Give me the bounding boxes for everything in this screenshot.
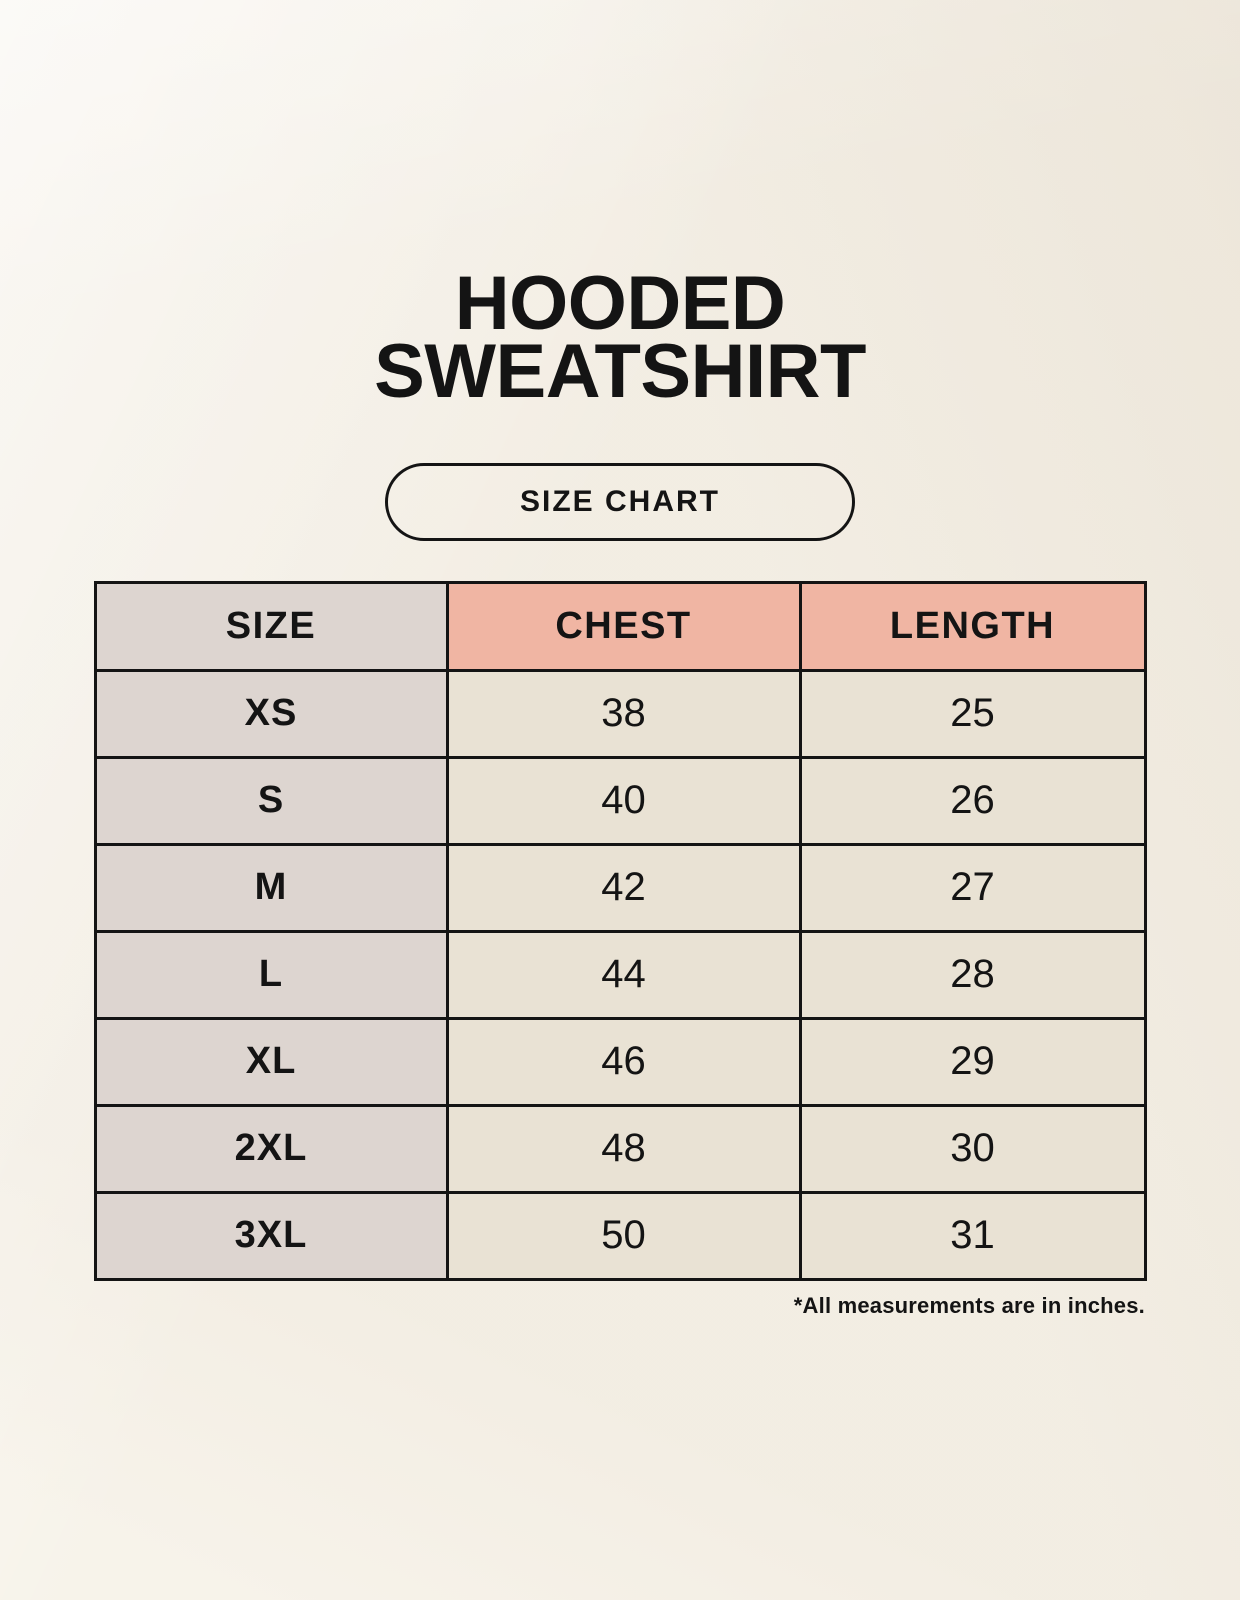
chest-value: 42 bbox=[445, 842, 802, 933]
size-label: 3XL bbox=[93, 1190, 449, 1281]
table-row: M 42 27 bbox=[93, 842, 1147, 933]
size-label: XL bbox=[93, 1016, 449, 1107]
chest-value: 48 bbox=[445, 1103, 802, 1194]
table-row: 3XL 50 31 bbox=[93, 1190, 1147, 1281]
column-header-size: SIZE bbox=[93, 580, 449, 672]
length-value: 27 bbox=[798, 842, 1147, 933]
table-row: XS 38 25 bbox=[93, 668, 1147, 759]
table-row: L 44 28 bbox=[93, 929, 1147, 1020]
product-title: HOODED SWEATSHIRT bbox=[0, 261, 1240, 415]
chest-value: 44 bbox=[445, 929, 802, 1020]
size-chart-button-label: SIZE CHART bbox=[520, 484, 720, 518]
length-value: 28 bbox=[798, 929, 1147, 1020]
length-value: 26 bbox=[798, 755, 1147, 846]
size-label: S bbox=[93, 755, 449, 846]
table-row: XL 46 29 bbox=[93, 1016, 1147, 1107]
table-row: 2XL 48 30 bbox=[93, 1103, 1147, 1194]
product-title-line1: HOODED bbox=[454, 261, 786, 346]
product-title-line2: SWEATSHIRT bbox=[374, 329, 866, 415]
size-label: 2XL bbox=[93, 1103, 449, 1194]
length-value: 31 bbox=[798, 1190, 1147, 1281]
chest-value: 50 bbox=[445, 1190, 802, 1281]
table-header-row: SIZE CHEST LENGTH bbox=[93, 580, 1147, 672]
size-chart-button[interactable]: SIZE CHART bbox=[385, 462, 855, 541]
size-label: XS bbox=[93, 668, 449, 759]
size-label: L bbox=[93, 929, 449, 1020]
chest-value: 38 bbox=[445, 668, 802, 759]
length-value: 30 bbox=[798, 1103, 1147, 1194]
chest-value: 40 bbox=[445, 755, 802, 846]
size-chart-table: SIZE CHEST LENGTH XS 38 25 S 40 26 M 42 … bbox=[93, 580, 1147, 1281]
size-label: M bbox=[93, 842, 449, 933]
length-value: 25 bbox=[798, 668, 1147, 759]
column-header-chest: CHEST bbox=[445, 580, 802, 672]
table-row: S 40 26 bbox=[93, 755, 1147, 846]
column-header-length: LENGTH bbox=[798, 580, 1147, 672]
length-value: 29 bbox=[798, 1016, 1147, 1107]
chest-value: 46 bbox=[445, 1016, 802, 1107]
measurements-footnote: *All measurements are in inches. bbox=[793, 1292, 1145, 1318]
